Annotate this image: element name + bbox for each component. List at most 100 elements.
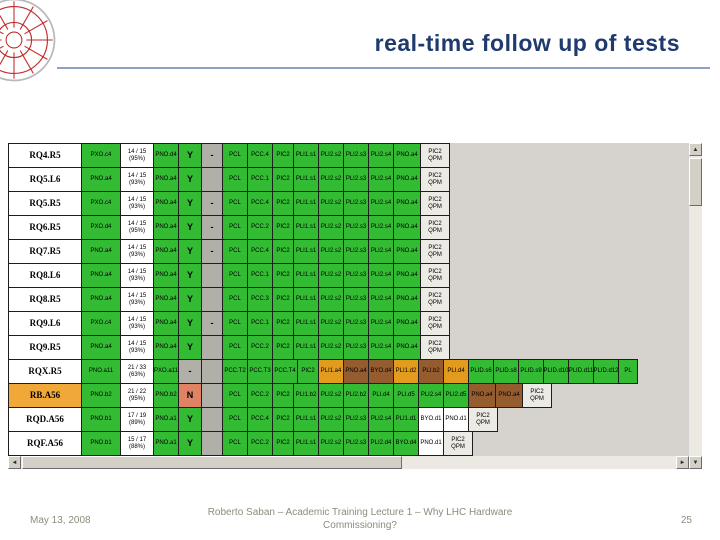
test-status-cell[interactable]: 14 / 15 (93%) [120,335,154,360]
test-status-cell[interactable]: PCC.2 [247,335,273,360]
test-status-cell[interactable]: PNO.a4 [81,263,121,288]
test-status-cell[interactable]: PIC2 QPM [420,287,450,312]
scroll-down-button[interactable]: ▼ [689,456,702,469]
test-status-cell[interactable]: PCC.2 [247,383,273,408]
test-status-cell[interactable] [201,167,223,192]
test-status-cell[interactable]: PIC2 [272,407,294,432]
test-status-cell[interactable]: Y [178,215,202,240]
test-status-cell[interactable]: Y [178,143,202,168]
test-status-cell[interactable]: PNO.a4 [153,287,179,312]
test-status-cell[interactable]: PCL [222,287,248,312]
test-status-cell[interactable]: PCL [222,407,248,432]
test-status-cell[interactable]: PCC.T3 [247,359,273,384]
test-status-cell[interactable]: PNO.a4 [393,239,421,264]
test-status-cell[interactable]: PLI2.s2 [318,167,344,192]
test-status-cell[interactable]: PLI.d4 [368,383,394,408]
scroll-left-button[interactable]: ◄ [8,456,21,469]
test-status-cell[interactable]: PNO.b1 [81,431,121,456]
test-status-cell[interactable]: PLI2.s3 [343,263,369,288]
test-status-cell[interactable]: PNO.a11 [81,359,121,384]
test-status-cell[interactable]: PNO.a4 [81,239,121,264]
circuit-label-cell[interactable]: RQ6.R5 [8,215,82,240]
test-status-cell[interactable]: PLI.d4 [443,359,469,384]
test-status-cell[interactable]: PIC2 QPM [522,383,552,408]
test-status-cell[interactable]: PLID.s8 [493,359,519,384]
test-status-cell[interactable]: PLI2.b2 [343,383,369,408]
test-status-cell[interactable]: Y [178,191,202,216]
test-status-cell[interactable]: PLI2.s4 [368,263,394,288]
test-status-cell[interactable]: PNO.b2 [81,383,121,408]
test-status-cell[interactable]: 15 / 17 (88%) [120,431,154,456]
test-status-cell[interactable]: PCL [222,383,248,408]
test-status-cell[interactable]: PLI2.s3 [343,287,369,312]
test-status-cell[interactable]: PIC2 QPM [420,215,450,240]
test-status-cell[interactable]: PLI2.s2 [318,335,344,360]
test-status-cell[interactable]: PIC2 [272,215,294,240]
scroll-right-button[interactable]: ► [676,456,689,469]
test-status-cell[interactable]: PNO.a4 [393,191,421,216]
test-status-cell[interactable]: PLID.s6 [468,359,494,384]
horizontal-scroll-track[interactable] [21,456,676,469]
test-status-cell[interactable]: PLI2.s3 [343,335,369,360]
test-status-cell[interactable]: PLI2.s4 [368,143,394,168]
test-status-cell[interactable]: 21 / 33 (63%) [120,359,154,384]
test-status-cell[interactable]: PLI2.s3 [343,215,369,240]
test-status-cell[interactable]: PNO.d4 [153,143,179,168]
test-status-cell[interactable]: PCL [222,143,248,168]
test-status-cell[interactable]: PLI2.s2 [318,191,344,216]
test-status-cell[interactable]: PCC.2 [247,215,273,240]
circuit-label-cell[interactable]: RQ9.L6 [8,311,82,336]
test-status-cell[interactable]: PNO.a4 [393,143,421,168]
test-status-cell[interactable]: PLI2.s3 [343,407,369,432]
test-status-cell[interactable]: BYO.d4 [393,431,419,456]
test-status-cell[interactable]: 14 / 15 (95%) [120,143,154,168]
test-status-cell[interactable]: PXO.d4 [81,215,121,240]
test-status-cell[interactable]: PL [618,359,638,384]
test-status-cell[interactable]: PLI1.s1 [293,335,319,360]
test-status-cell[interactable]: PNO.a1 [153,407,179,432]
test-status-cell[interactable]: BYO.d1 [418,407,444,432]
test-status-cell[interactable]: PCC.4 [247,191,273,216]
test-status-cell[interactable]: BYO.d4 [368,359,394,384]
test-status-cell[interactable]: PLI2.s2 [318,215,344,240]
test-status-cell[interactable]: PIC2 QPM [420,239,450,264]
test-status-cell[interactable]: PCC.2 [247,431,273,456]
test-status-cell[interactable]: PXO.c4 [81,143,121,168]
test-status-cell[interactable]: - [201,191,223,216]
test-status-cell[interactable]: PXO.a11 [153,359,179,384]
test-status-cell[interactable]: PNO.a4 [153,239,179,264]
test-status-cell[interactable]: PIC2 QPM [420,335,450,360]
horizontal-scrollbar[interactable]: ◄ ► [8,456,689,469]
test-status-cell[interactable]: PNO.a4 [495,383,523,408]
test-status-cell[interactable]: PNO.a4 [153,311,179,336]
circuit-label-cell[interactable]: RQ5.L6 [8,167,82,192]
test-status-cell[interactable]: PCC.T2 [222,359,248,384]
circuit-label-cell[interactable]: RQD.A56 [8,407,82,432]
test-status-cell[interactable]: PLI2.s2 [318,143,344,168]
scroll-up-button[interactable]: ▲ [689,143,702,156]
test-status-cell[interactable]: PLID.d10 [543,359,569,384]
test-status-cell[interactable]: PLI2.s3 [343,143,369,168]
test-status-cell[interactable]: PLI1.s1 [293,431,319,456]
horizontal-scroll-thumb[interactable] [22,456,402,469]
test-status-cell[interactable] [201,335,223,360]
circuit-label-cell[interactable]: RQ9.R5 [8,335,82,360]
test-status-cell[interactable]: PLI2.s4 [368,191,394,216]
test-status-cell[interactable]: PNO.b1 [81,407,121,432]
test-status-cell[interactable]: PIC2 [272,287,294,312]
test-status-cell[interactable]: PLI2.s3 [343,167,369,192]
test-status-cell[interactable]: PLI2.s3 [343,311,369,336]
test-status-cell[interactable] [201,287,223,312]
test-status-cell[interactable]: PIC2 QPM [420,263,450,288]
test-status-cell[interactable]: PLI.b2 [418,359,444,384]
test-status-cell[interactable]: PLI1.a4 [318,359,344,384]
test-status-cell[interactable]: PXO.c4 [81,311,121,336]
test-status-cell[interactable]: PNO.b2 [153,383,179,408]
test-status-cell[interactable]: PLI1.d1 [393,407,419,432]
test-status-cell[interactable]: PLI2.d4 [368,431,394,456]
test-status-cell[interactable]: PLI2.s4 [368,215,394,240]
test-status-cell[interactable]: PLI1.s1 [293,239,319,264]
circuit-label-cell[interactable]: RQX.R5 [8,359,82,384]
test-status-cell[interactable]: PLI2.s4 [368,407,394,432]
test-status-cell[interactable]: PLI2.s4 [368,167,394,192]
